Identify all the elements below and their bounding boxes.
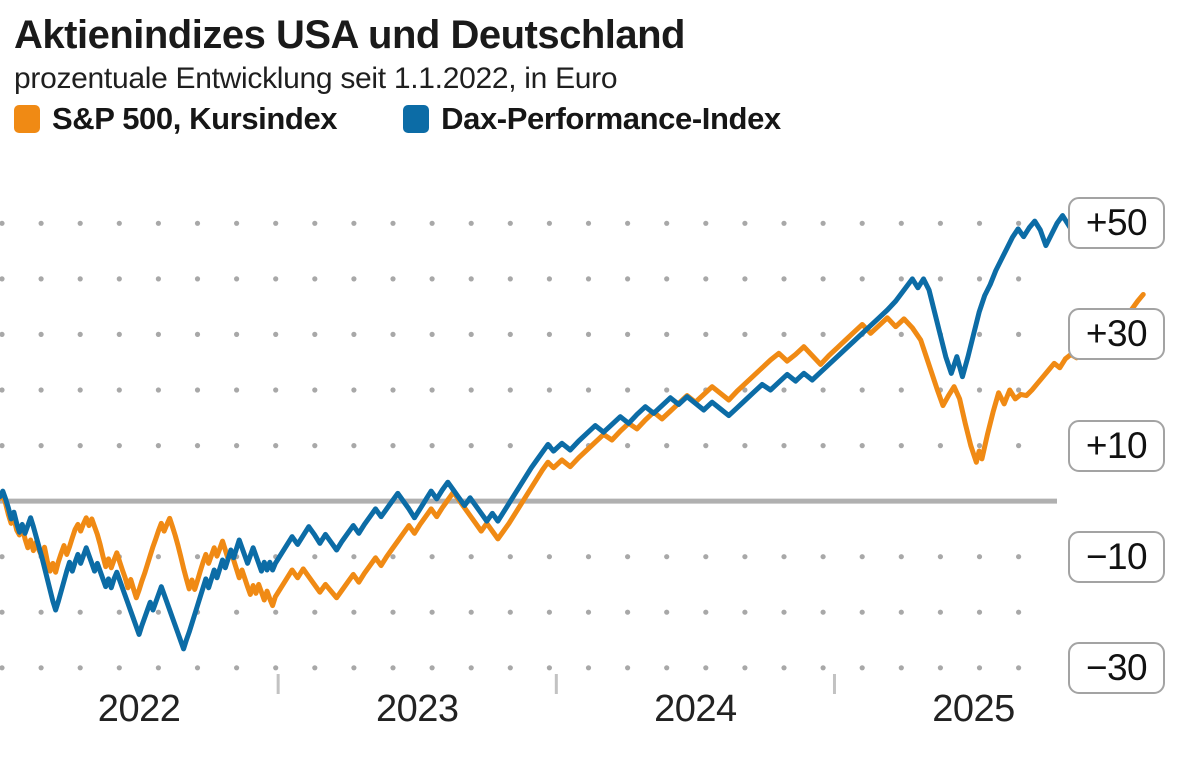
chart-svg [0, 205, 1146, 671]
chart-plot-area [0, 190, 1200, 690]
x-axis-label-2025: 2025 [932, 688, 1015, 730]
legend-item-dax: Dax-Performance-Index [403, 103, 781, 134]
legend-swatch-dax [403, 104, 430, 133]
y-axis-labels: +50 +30 +10 −10 −30 [1068, 190, 1200, 694]
legend-label-dax: Dax-Performance-Index [441, 101, 781, 136]
legend-swatch-sp500 [14, 104, 40, 133]
x-axis-label-2022: 2022 [97, 688, 181, 730]
y-axis-label-minus30: −30 [1068, 641, 1165, 694]
chart-header: Aktienindizes USA und Deutschland prozen… [14, 14, 1194, 134]
legend-item-sp500: S&P 500, Kursindex [14, 101, 338, 136]
legend-label-sp500: S&P 500, Kursindex [52, 101, 338, 136]
x-axis-ticks [276, 674, 836, 694]
y-axis-label-10: +10 [1068, 419, 1165, 472]
series-line-dax [0, 205, 1146, 652]
page-title: Aktienindizes USA und Deutschland [14, 13, 685, 57]
y-axis-label-50: +50 [1068, 197, 1165, 250]
y-axis-label-30: +30 [1068, 308, 1165, 361]
series-line-sp500 [0, 291, 1146, 609]
x-axis-label-2023: 2023 [375, 688, 459, 730]
x-axis-label-2024: 2024 [654, 688, 737, 730]
y-axis-label-minus10: −10 [1068, 530, 1165, 583]
grid-dots [0, 220, 1022, 671]
chart-subtitle: prozentuale Entwicklung seit 1.1.2022, i… [14, 62, 618, 95]
x-axis-labels: 2022 2023 2024 2025 [0, 688, 1200, 748]
chart-legend: S&P 500, Kursindex Dax-Performance-Index [14, 103, 1194, 134]
